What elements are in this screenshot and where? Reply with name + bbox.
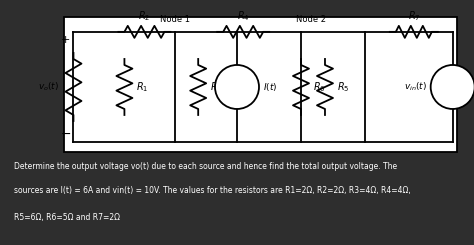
Text: Determine the output voltage vo(t) due to each source and hence find the total o: Determine the output voltage vo(t) due t…	[14, 162, 397, 171]
Text: $v_{in}(t)$: $v_{in}(t)$	[403, 81, 427, 93]
Text: −: −	[447, 90, 458, 104]
Text: $R_5$: $R_5$	[337, 80, 349, 94]
Text: +: +	[448, 70, 457, 80]
Text: +: +	[61, 35, 70, 45]
Bar	[64, 17, 457, 152]
Text: $R_4$: $R_4$	[237, 9, 249, 23]
Text: sources are I(t) = 6A and vin(t) = 10V. The values for the resistors are R1=2Ω, : sources are I(t) = 6A and vin(t) = 10V. …	[14, 186, 411, 195]
Text: $I(t)$: $I(t)$	[263, 81, 277, 93]
Text: R5=6Ω, R6=5Ω and R7=2Ω: R5=6Ω, R6=5Ω and R7=2Ω	[14, 213, 120, 222]
Text: $v_o(t)$: $v_o(t)$	[38, 81, 59, 93]
Text: −: −	[60, 128, 71, 141]
Text: $R_3$: $R_3$	[210, 80, 223, 94]
Text: $R_1$: $R_1$	[137, 80, 149, 94]
Text: Node 2: Node 2	[296, 15, 326, 24]
Text: $R_2$: $R_2$	[138, 9, 151, 23]
Circle shape	[215, 65, 259, 109]
Text: Node 1: Node 1	[160, 15, 191, 24]
Circle shape	[431, 65, 474, 109]
Text: $R_7$: $R_7$	[408, 9, 420, 23]
Text: $R_6$: $R_6$	[313, 80, 326, 94]
